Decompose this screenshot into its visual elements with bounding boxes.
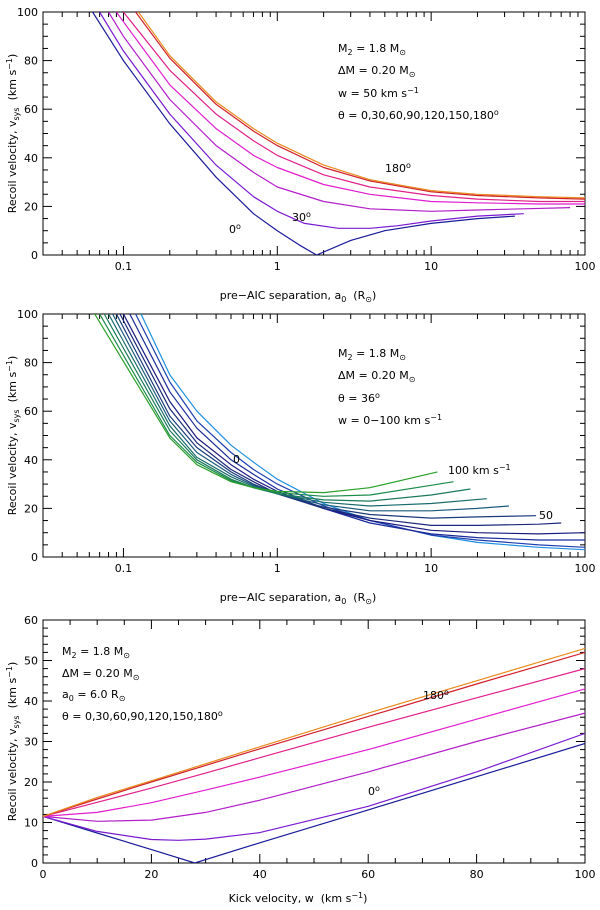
x-tick-label: 0 <box>40 868 47 881</box>
series-line <box>43 647 585 817</box>
series-line <box>140 314 585 551</box>
y-axis-label: Recoil velocity, vsys (km s−1) <box>5 662 21 822</box>
annotation: M2 = 1.8 M⊙ <box>338 347 406 362</box>
x-axis-label: Kick velocity, w (km s−1) <box>229 891 368 905</box>
panel-bottom: 0 20 40 60 80 100 0 10 20 30 40 50 60 Kick velocity, … <box>5 614 596 905</box>
annotation: M2 = 1.8 M⊙ <box>62 645 130 660</box>
series-line <box>94 314 438 494</box>
y-tick-label: 0 <box>31 249 38 262</box>
y-tick-label: 100 <box>17 6 38 19</box>
y-tick-label: 60 <box>24 103 38 116</box>
x-tick-label: 1 <box>274 562 281 575</box>
y-tick-label: 20 <box>24 502 38 515</box>
annotation: M2 = 1.8 M⊙ <box>338 42 406 57</box>
ticks <box>42 11 586 256</box>
y-tick-label: 10 <box>24 817 38 830</box>
curve-label: 0 <box>233 453 240 466</box>
y-axis-label: Recoil velocity, vsys (km s−1) <box>5 54 21 214</box>
curve-label: 50 <box>539 509 553 522</box>
y-tick-label: 20 <box>24 200 38 213</box>
series-line <box>107 314 487 507</box>
series-line <box>43 688 585 817</box>
y-tick-label: 80 <box>24 357 38 370</box>
series-line <box>99 314 454 497</box>
x-tick-label: 0.1 <box>115 562 133 575</box>
y-tick-label: 60 <box>24 614 38 627</box>
y-tick-label: 20 <box>24 776 38 789</box>
x-tick-label: 1 <box>274 260 281 273</box>
panel-middle: 0.1 1 10 100 0 20 40 60 80 100 pre−AIC separation,… <box>5 308 596 606</box>
series-line <box>122 12 585 203</box>
curve-label: 180o <box>423 688 449 702</box>
x-tick-label: 80 <box>470 868 484 881</box>
y-tick-label: 40 <box>24 454 38 467</box>
series-line <box>43 651 585 817</box>
series-line <box>107 12 571 212</box>
annotation: θ = 0,30,60,90,120,150,180o <box>62 709 223 723</box>
plot-frame <box>42 11 586 256</box>
curve-label: 30o <box>292 210 311 224</box>
x-tick-label: 100 <box>575 562 596 575</box>
ticks <box>42 619 586 864</box>
series-group <box>43 647 585 863</box>
annotation: θ = 36o <box>338 391 380 405</box>
x-tick-label: 60 <box>361 868 375 881</box>
y-tick-label: 0 <box>31 551 38 564</box>
series-line <box>92 12 515 255</box>
series-line <box>115 12 585 205</box>
y-tick-label: 0 <box>31 857 38 870</box>
y-tick-label: 30 <box>24 736 38 749</box>
x-tick-label: 0.1 <box>115 260 133 273</box>
curve-label: 180o <box>385 161 411 175</box>
curve-label: 0o <box>229 222 241 236</box>
y-tick-label: 50 <box>24 655 38 668</box>
annotation: ΔM = 0.20 M⊙ <box>338 369 415 384</box>
series-group <box>94 314 585 551</box>
curve-label: 0o <box>368 784 380 798</box>
series-group <box>92 12 585 255</box>
annotation: w = 50 km s−1 <box>338 86 419 100</box>
annotation: a0 = 6.0 R⊙ <box>62 688 125 703</box>
x-tick-label: 100 <box>575 868 596 881</box>
x-tick-label: 10 <box>424 562 438 575</box>
annotation: ΔM = 0.20 M⊙ <box>338 64 415 79</box>
series-line <box>99 12 524 229</box>
x-tick-label: 100 <box>575 260 596 273</box>
y-tick-label: 40 <box>24 695 38 708</box>
x-tick-label: 10 <box>424 260 438 273</box>
series-line <box>43 712 585 822</box>
ticks <box>42 313 586 558</box>
x-axis-label: pre−AIC separation, a0 (R⊙) <box>220 289 377 304</box>
x-tick-label: 20 <box>144 868 158 881</box>
panel-top: 0.1 1 10 100 0 20 40 60 80 100 pre−AIC separation,… <box>5 6 596 304</box>
y-tick-label: 40 <box>24 152 38 165</box>
curve-label: 100 km s−1 <box>448 463 511 477</box>
y-axis-label: Recoil velocity, vsys (km s−1) <box>5 356 21 516</box>
series-line <box>137 12 585 199</box>
y-tick-label: 60 <box>24 405 38 418</box>
y-tick-label: 100 <box>17 308 38 321</box>
annotation: θ = 0,30,60,90,120,150,180o <box>338 108 499 122</box>
annotation: w = 0−100 km s−1 <box>338 413 442 427</box>
x-tick-label: 40 <box>253 868 267 881</box>
series-line <box>43 742 585 863</box>
series-line <box>43 668 585 817</box>
series-line <box>43 732 585 841</box>
y-tick-label: 80 <box>24 55 38 68</box>
series-line <box>135 12 585 200</box>
series-line <box>115 314 537 519</box>
x-axis-label: pre−AIC separation, a0 (R⊙) <box>220 591 377 606</box>
annotation: ΔM = 0.20 M⊙ <box>62 667 139 682</box>
